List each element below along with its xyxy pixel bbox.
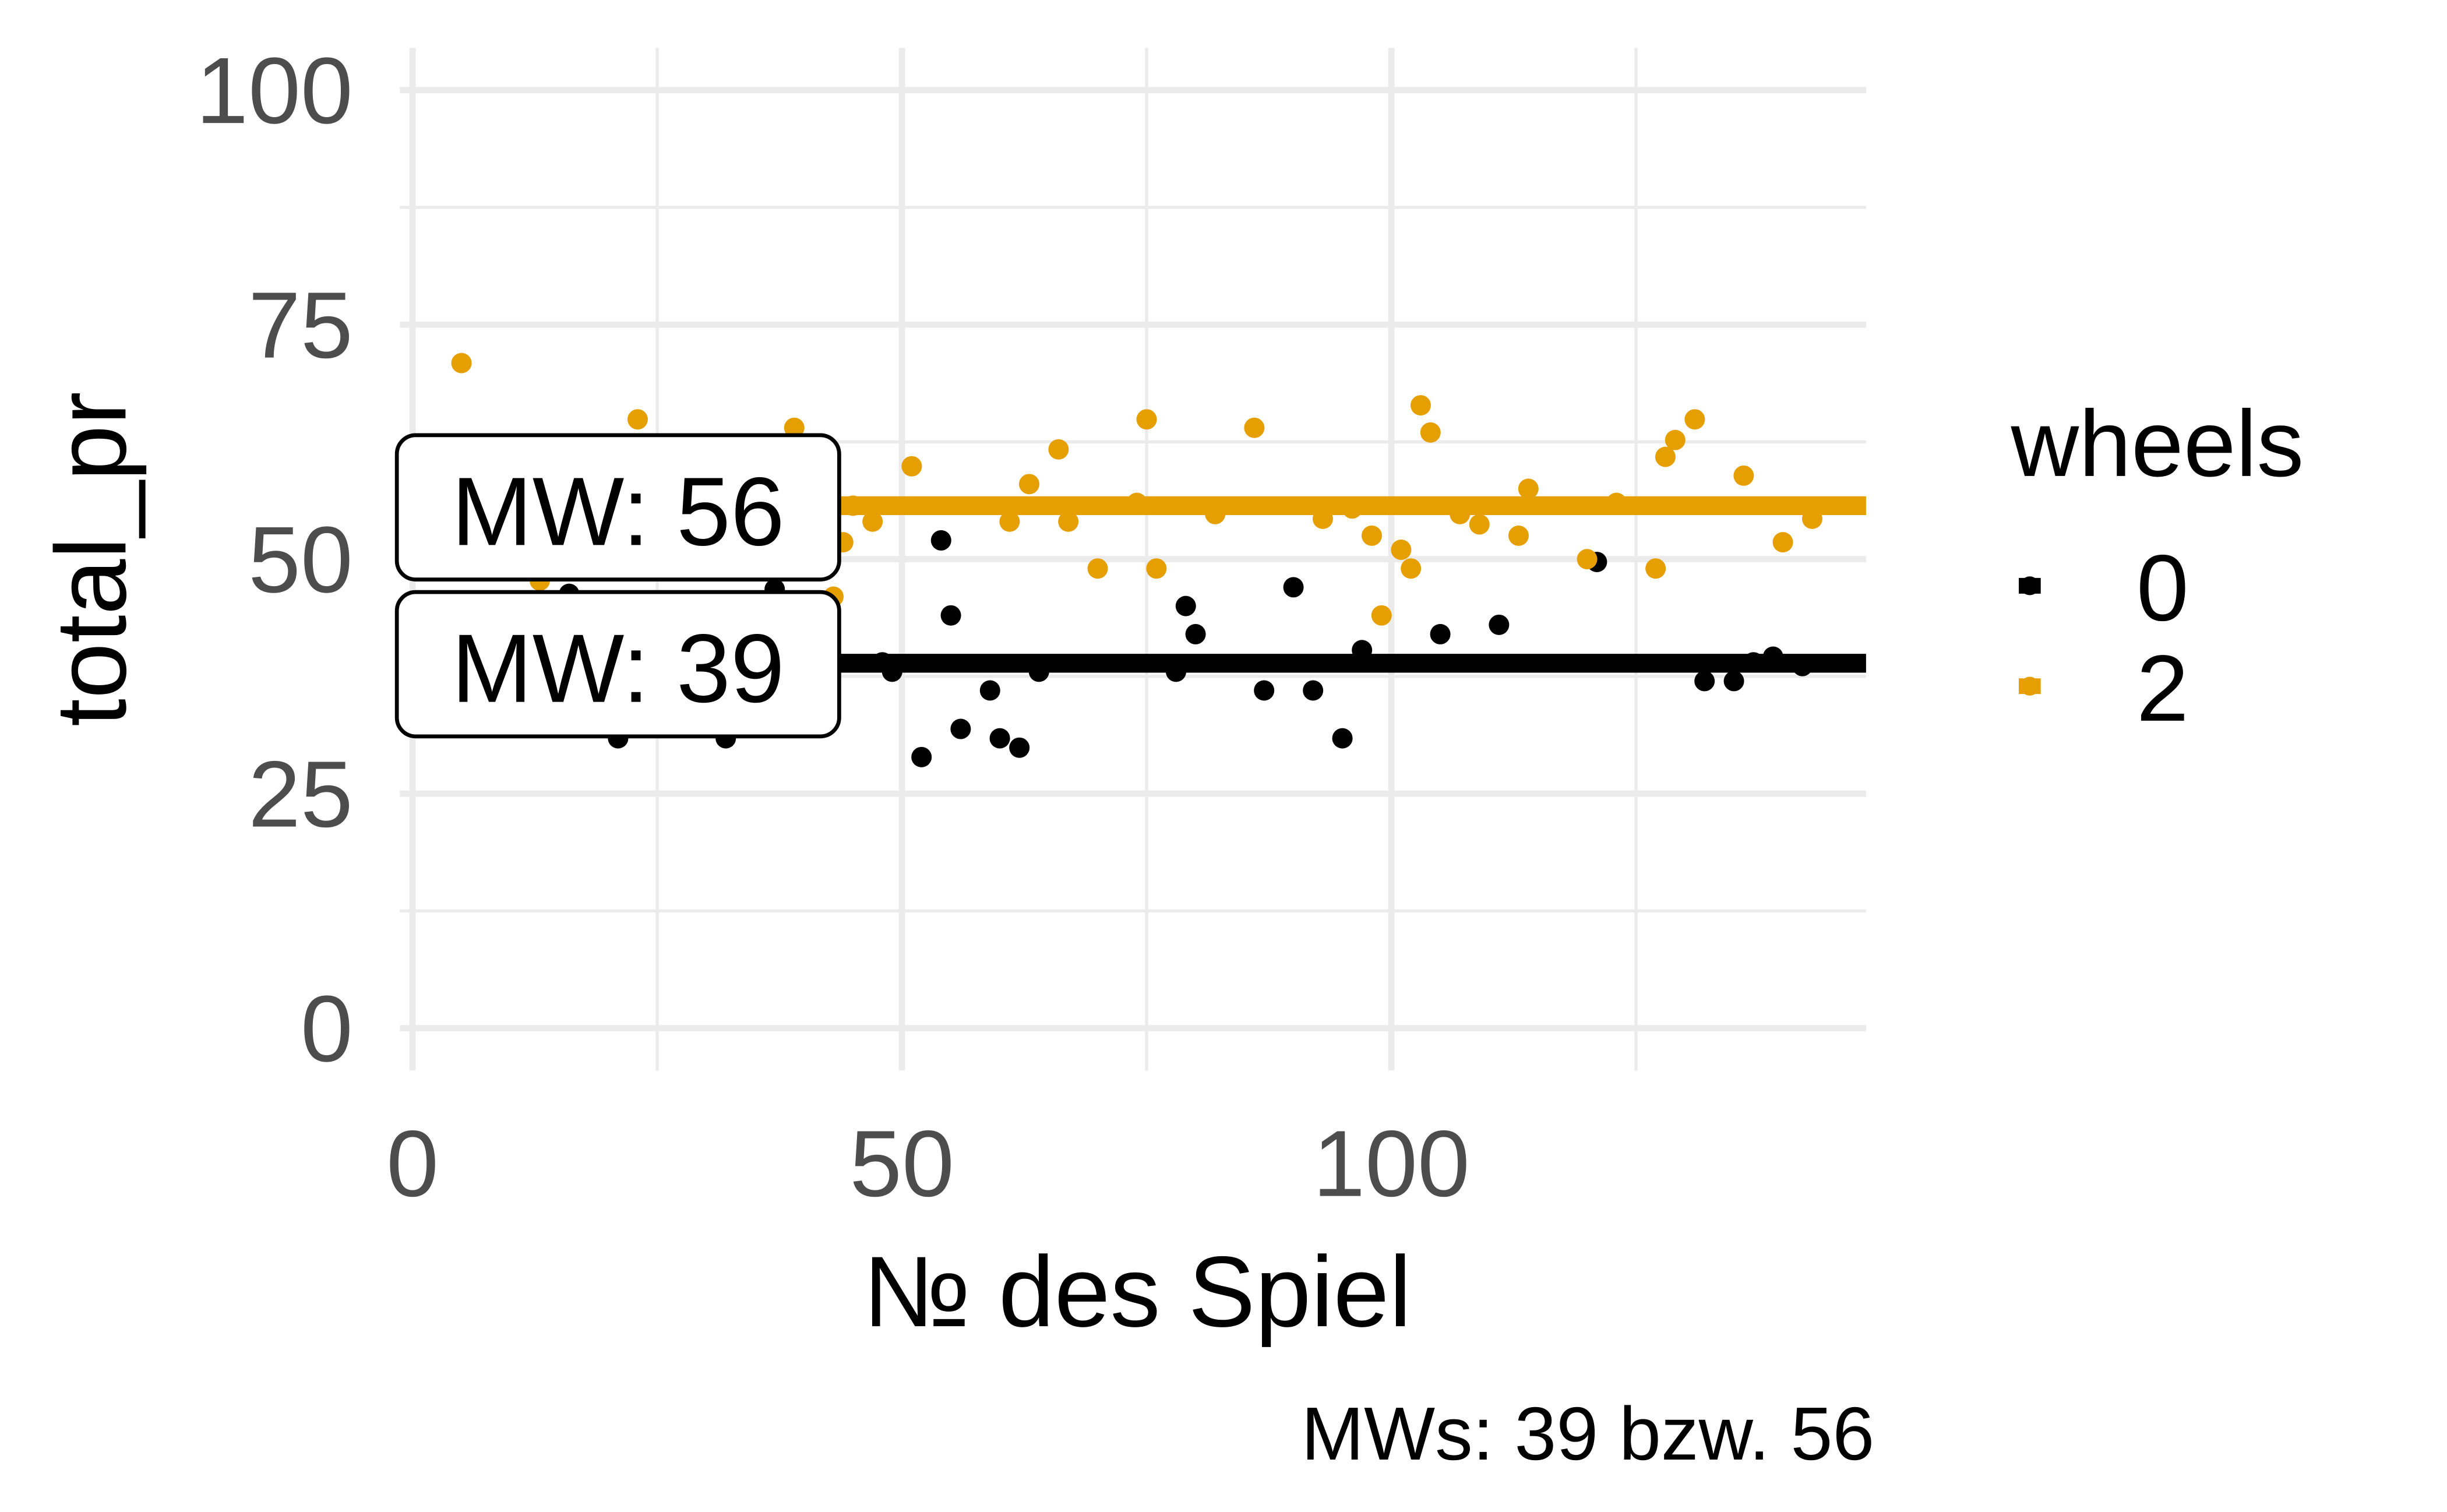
data-point: [1645, 558, 1666, 579]
data-point: [1361, 525, 1382, 546]
data-point: [451, 353, 472, 373]
data-point: [862, 511, 883, 532]
data-point: [940, 605, 961, 626]
data-point: [1410, 395, 1431, 416]
data-point: [1518, 478, 1539, 499]
mean-label-box: [394, 433, 841, 581]
data-point: [1136, 409, 1157, 430]
legend: wheels 02: [2011, 392, 2304, 741]
legend-label: 0: [2136, 536, 2189, 641]
data-point: [1371, 605, 1392, 626]
y-axis-label: total_pr: [34, 392, 147, 727]
data-point: [1185, 623, 1206, 644]
data-point: [1469, 514, 1490, 535]
data-point: [989, 728, 1010, 749]
data-point: [1733, 465, 1754, 486]
data-point: [1420, 422, 1441, 443]
x-axis-label: № des Spiel: [863, 1235, 1412, 1348]
data-point: [1244, 417, 1265, 438]
data-point: [1723, 671, 1744, 692]
data-point: [1009, 737, 1030, 758]
x-tick-label: 50: [849, 1112, 954, 1217]
data-point: [1772, 532, 1793, 553]
y-tick-label: 75: [248, 273, 353, 378]
data-point: [1655, 446, 1676, 467]
legend-key-point: [2020, 676, 2039, 696]
data-point: [911, 746, 932, 767]
data-point: [950, 718, 971, 739]
mean-label-text: MW: 56: [452, 457, 785, 566]
mean-label-text: MW: 39: [452, 615, 785, 723]
data-point: [1146, 558, 1167, 579]
x-tick-label: 100: [1313, 1112, 1469, 1217]
data-point: [1254, 680, 1275, 701]
data-point: [1332, 728, 1353, 749]
legend-title: wheels: [2011, 392, 2304, 496]
legend-label: 2: [2136, 636, 2189, 741]
data-point: [1430, 623, 1451, 644]
data-point: [1048, 439, 1069, 460]
data-point: [1401, 558, 1422, 579]
data-point: [1694, 671, 1715, 692]
data-point: [1175, 595, 1196, 616]
data-point: [979, 680, 1000, 701]
x-tick-label: 0: [386, 1112, 439, 1217]
y-tick-label: 25: [248, 742, 353, 847]
legend-key-point: [2020, 576, 2039, 595]
data-point: [1283, 577, 1304, 598]
data-point: [784, 417, 805, 438]
data-point: [1391, 540, 1412, 561]
data-point: [1508, 525, 1529, 546]
mean-label-box: [394, 590, 841, 739]
data-point: [1058, 511, 1079, 532]
y-tick-label: 0: [301, 977, 353, 1081]
data-point: [1684, 409, 1705, 430]
mean-labels: MW: 56 MW: 39: [394, 433, 841, 739]
data-point: [1577, 549, 1598, 570]
data-point: [930, 530, 951, 551]
data-point: [1489, 614, 1510, 635]
data-point: [1303, 680, 1324, 701]
data-point: [1018, 474, 1039, 495]
data-point: [999, 511, 1020, 532]
y-tick-label: 50: [248, 507, 353, 612]
data-point: [1665, 429, 1686, 450]
data-point: [627, 409, 648, 430]
data-point: [901, 456, 922, 477]
data-point: [1087, 558, 1108, 579]
y-tick-label: 100: [196, 38, 352, 143]
axis-ticks: 0 25 50 75 100 0 50 100: [196, 38, 1470, 1217]
caption: MWs: 39 bzw. 56: [1301, 1392, 1874, 1476]
